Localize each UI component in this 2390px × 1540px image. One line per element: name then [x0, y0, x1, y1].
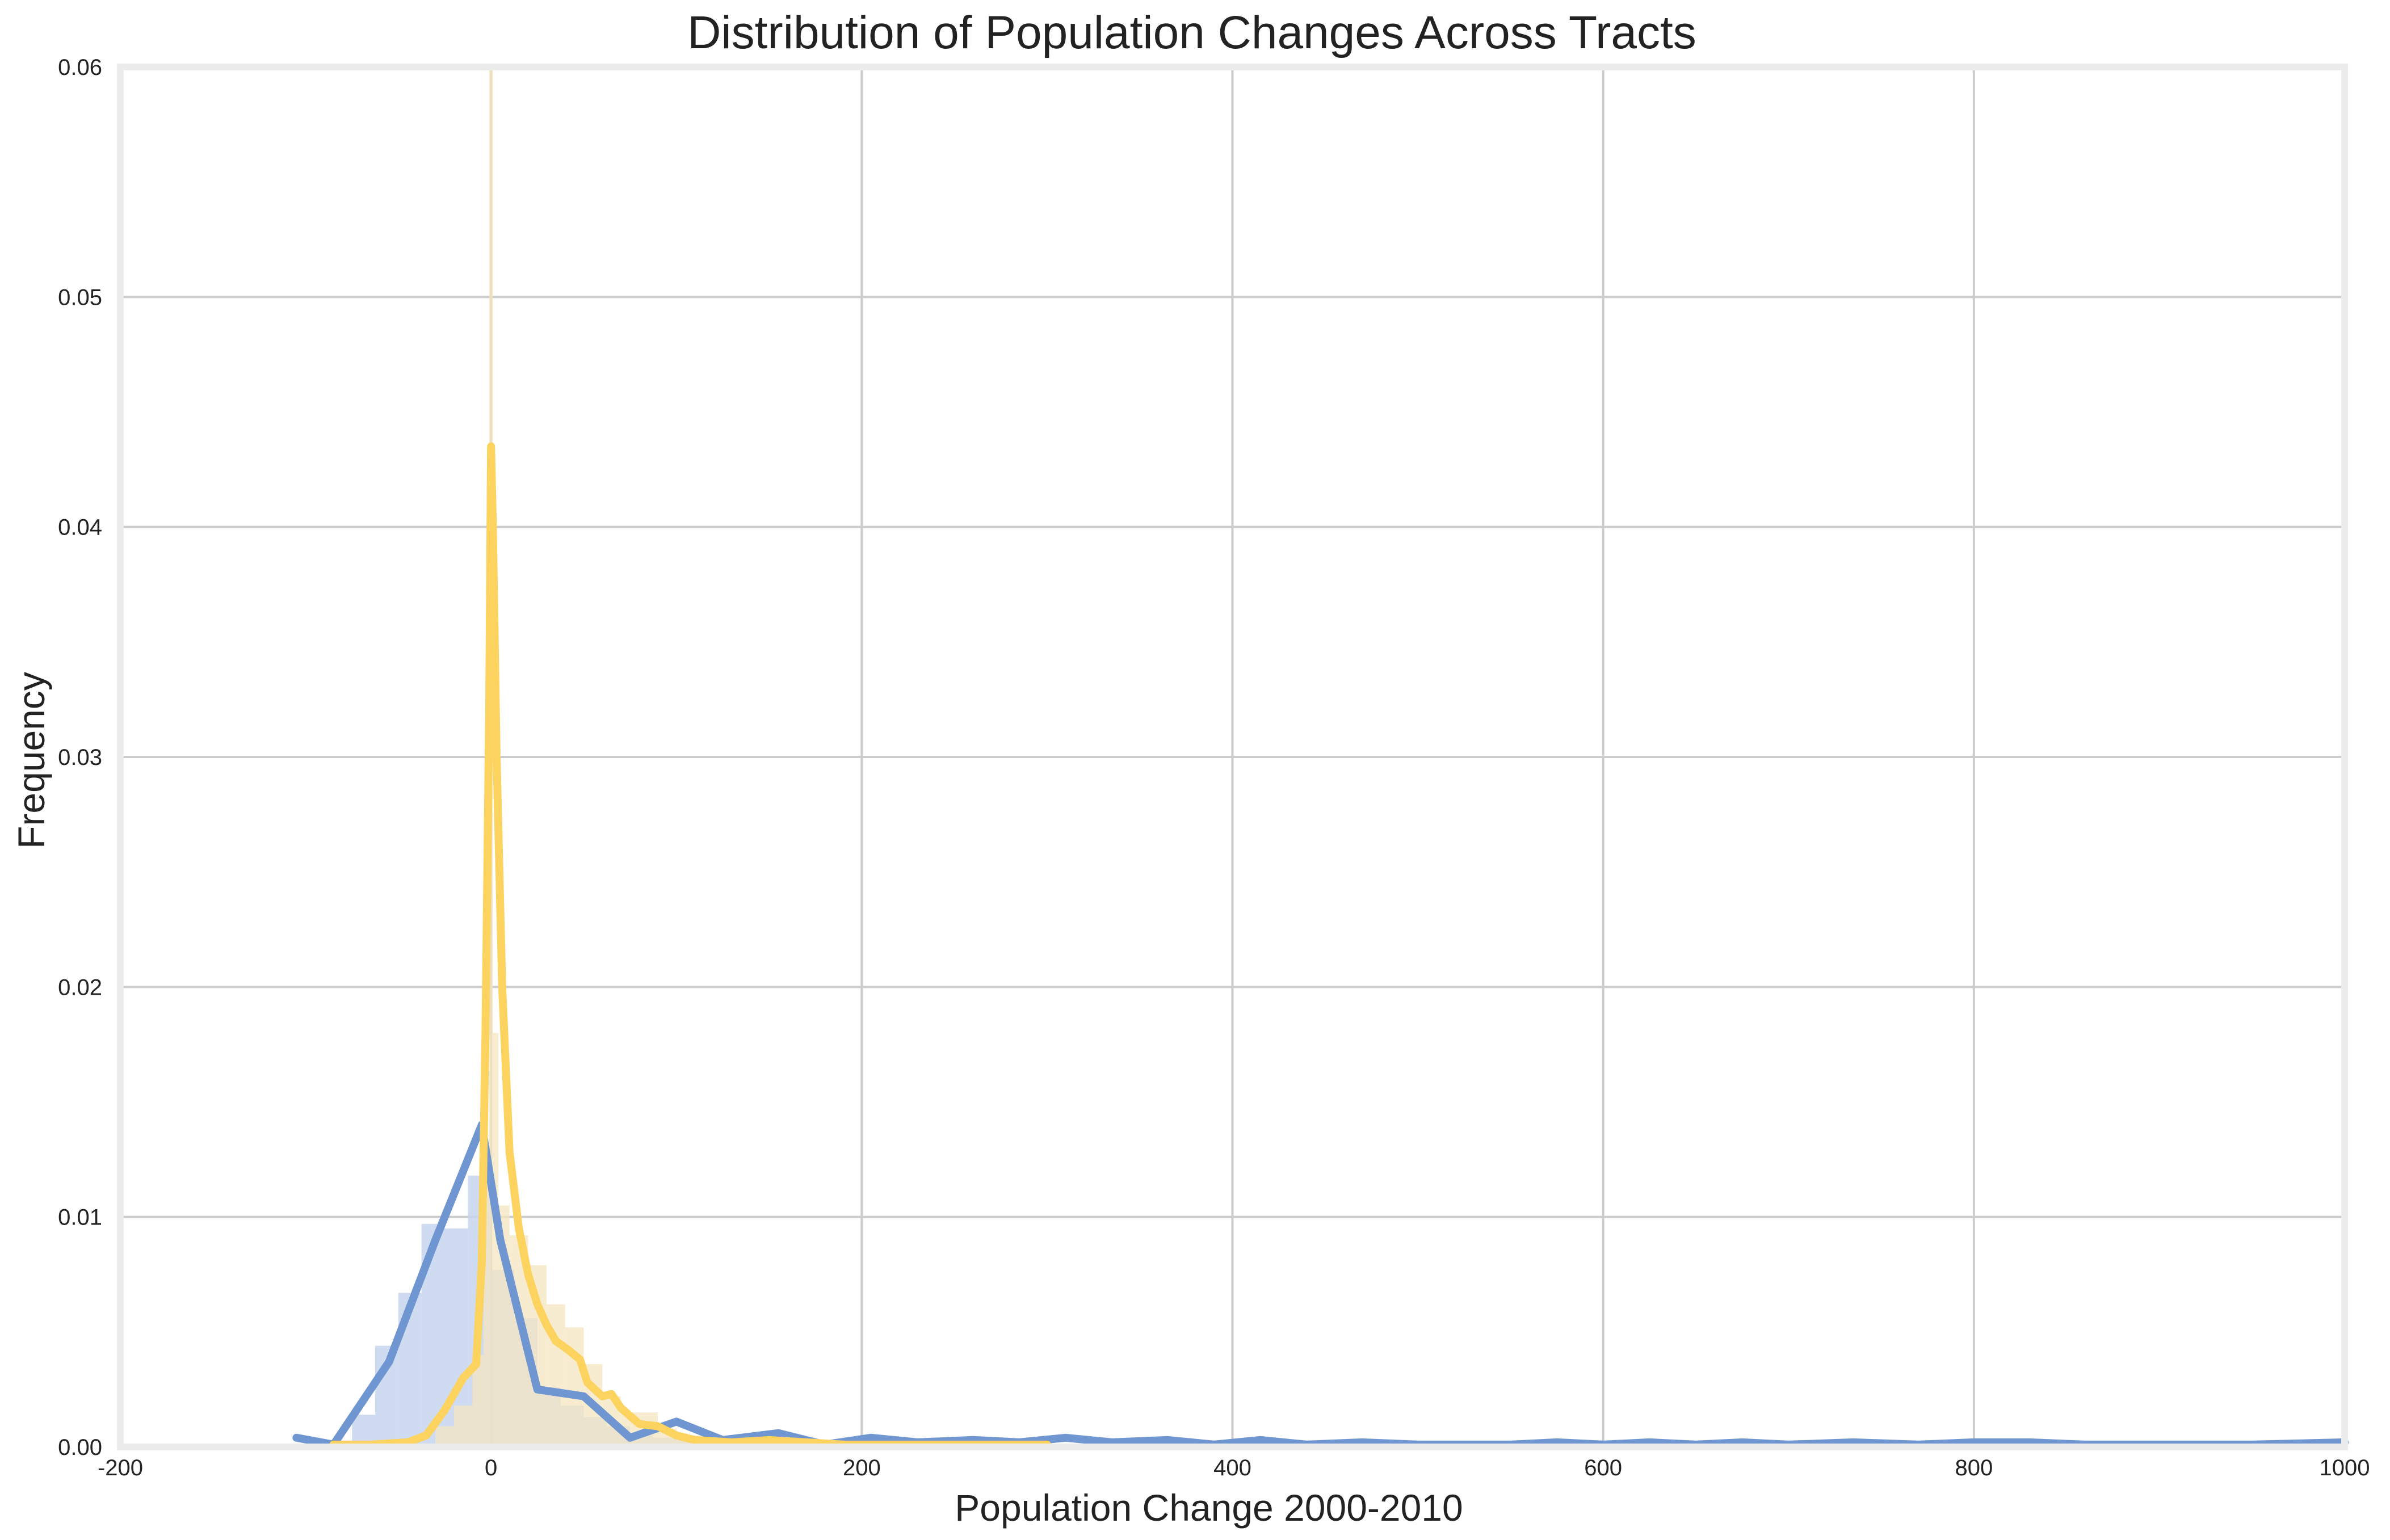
- x-axis-label: Population Change 2000-2010: [955, 1487, 1463, 1529]
- x-tick-label: 600: [1584, 1455, 1622, 1480]
- histogram-bar: [472, 1354, 484, 1447]
- y-tick-label: 0.01: [58, 1205, 102, 1230]
- histogram-bar: [435, 1426, 454, 1447]
- histogram-bar: [484, 1171, 489, 1447]
- chart-title: Distribution of Population Changes Acros…: [687, 7, 1696, 58]
- y-tick-label: 0.06: [58, 55, 102, 80]
- kde-curves: [292, 442, 2349, 1449]
- y-tick-label: 0.03: [58, 745, 102, 770]
- x-tick-label: 1000: [2320, 1455, 2370, 1480]
- x-tick-label: 400: [1213, 1455, 1251, 1480]
- x-tick-label: 0: [485, 1455, 497, 1480]
- y-tick-label: 0.00: [58, 1435, 102, 1460]
- y-tick-label: 0.02: [58, 975, 102, 1000]
- y-tick-labels: 0.00 0.01 0.02 0.03 0.04 0.05 0.06: [58, 55, 102, 1460]
- kde-line: [329, 442, 1051, 1449]
- x-tick-label: 200: [843, 1455, 881, 1480]
- y-axis-label: Frequency: [10, 672, 52, 849]
- y-tick-label: 0.04: [58, 515, 102, 540]
- y-tick-label: 0.05: [58, 285, 102, 310]
- plot-frame: [117, 64, 2348, 1450]
- histogram-bar: [453, 1406, 473, 1447]
- x-tick-labels: -200 0 200 400 600 800 1000: [98, 1455, 2370, 1480]
- histogram-bar: [493, 1033, 499, 1447]
- x-tick-label: 800: [1955, 1455, 1993, 1480]
- x-tick-label: -200: [98, 1455, 143, 1480]
